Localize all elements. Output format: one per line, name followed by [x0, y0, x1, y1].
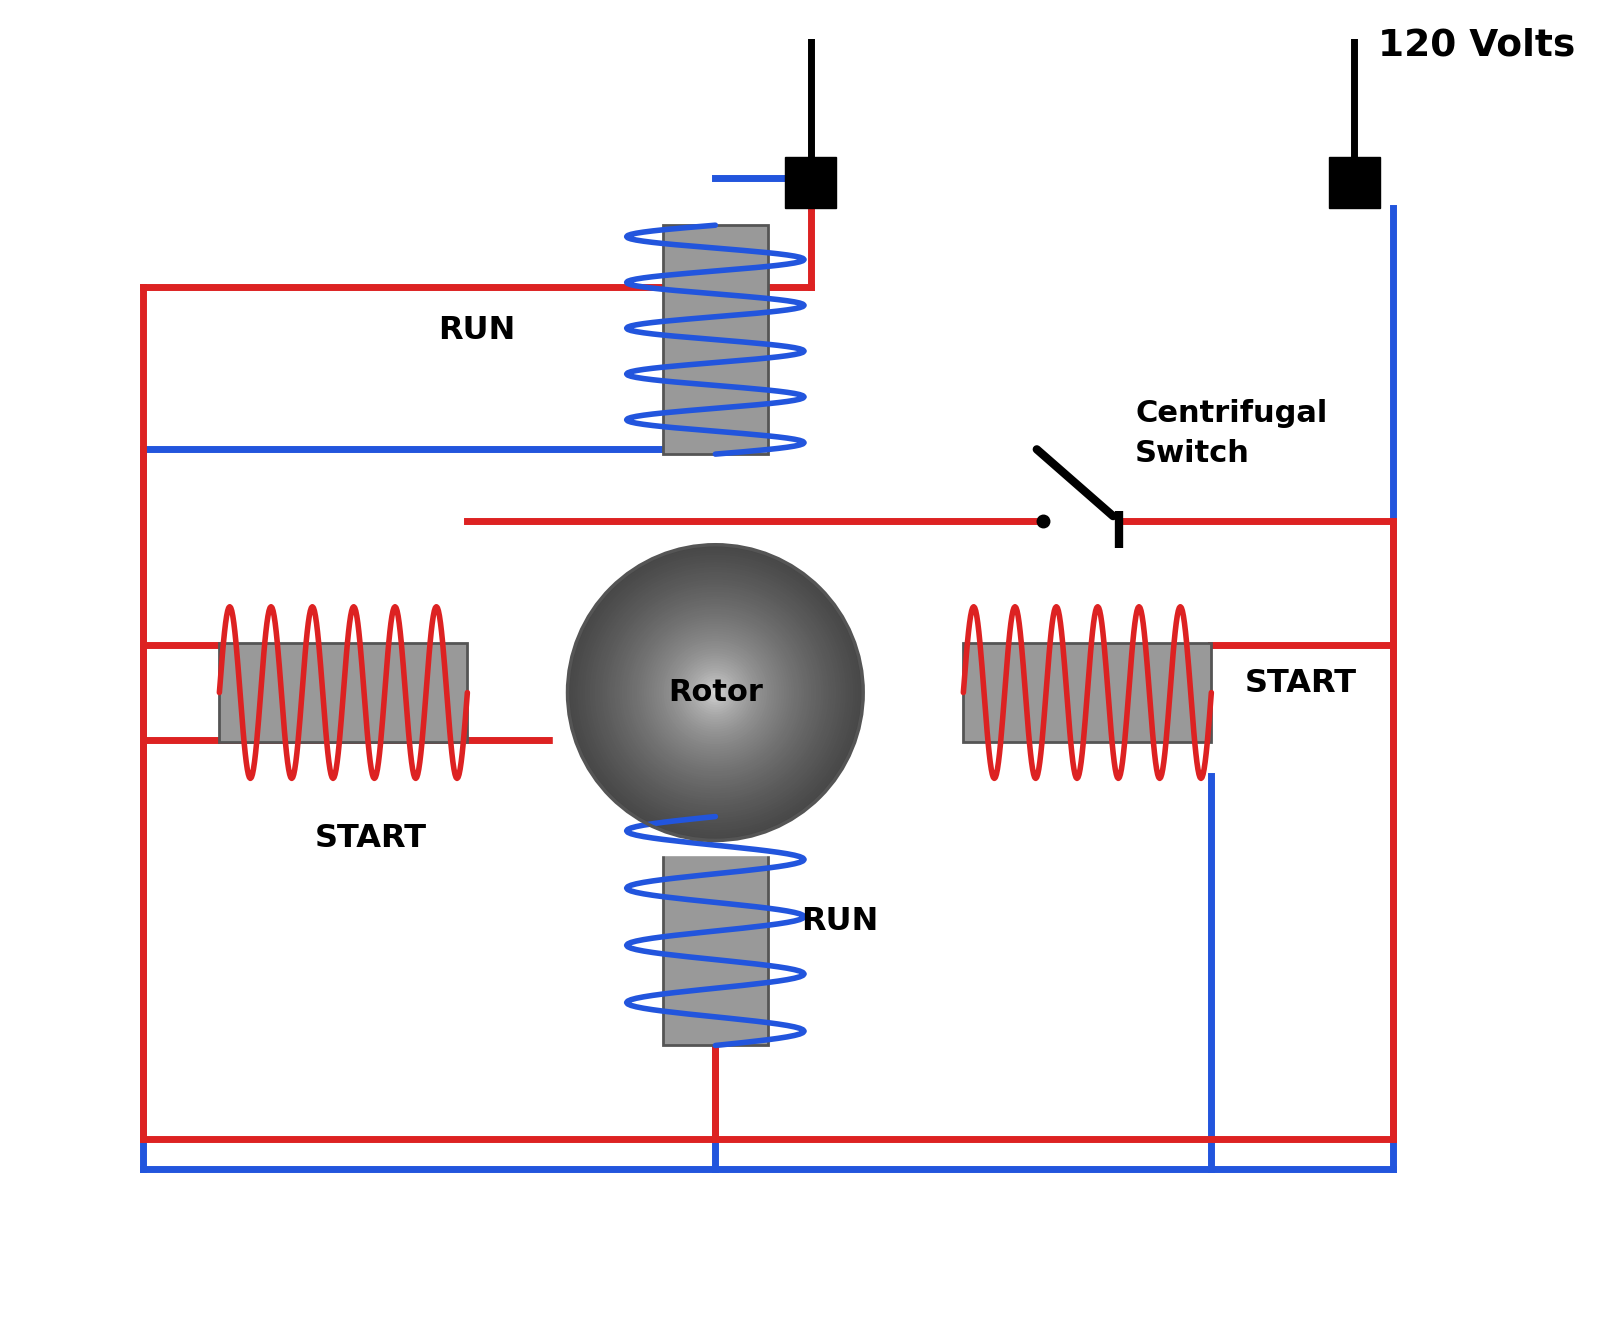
Circle shape	[691, 668, 739, 717]
Text: Rotor: Rotor	[667, 678, 763, 708]
Circle shape	[592, 569, 838, 816]
Circle shape	[624, 601, 806, 784]
Text: RUN: RUN	[438, 315, 515, 346]
Circle shape	[600, 577, 830, 809]
Circle shape	[659, 635, 773, 749]
Circle shape	[573, 550, 858, 836]
Circle shape	[616, 594, 814, 792]
Circle shape	[688, 665, 742, 720]
Circle shape	[602, 579, 829, 806]
Bar	[554, 530, 877, 854]
Bar	[1328, 156, 1381, 208]
Circle shape	[582, 559, 848, 825]
Circle shape	[619, 597, 811, 789]
Circle shape	[637, 614, 794, 772]
Circle shape	[683, 661, 747, 725]
Circle shape	[686, 663, 746, 722]
Circle shape	[666, 643, 765, 742]
Text: RUN: RUN	[802, 906, 878, 937]
Circle shape	[638, 617, 792, 769]
Circle shape	[590, 567, 842, 818]
Text: START: START	[315, 824, 427, 854]
Circle shape	[654, 631, 778, 754]
Circle shape	[651, 629, 779, 757]
Circle shape	[584, 562, 846, 824]
Bar	[662, 226, 768, 454]
Circle shape	[656, 633, 774, 752]
Circle shape	[678, 655, 752, 729]
Circle shape	[669, 646, 762, 740]
Circle shape	[611, 589, 819, 796]
Circle shape	[627, 603, 805, 781]
Circle shape	[661, 638, 770, 746]
Circle shape	[606, 585, 824, 801]
Circle shape	[664, 641, 766, 745]
Circle shape	[674, 650, 757, 734]
Circle shape	[579, 557, 851, 828]
Circle shape	[701, 678, 730, 708]
Circle shape	[706, 682, 725, 702]
Circle shape	[568, 545, 864, 841]
Circle shape	[702, 681, 728, 705]
Circle shape	[670, 649, 760, 737]
Circle shape	[642, 618, 789, 766]
Text: START: START	[1245, 668, 1357, 698]
Circle shape	[675, 653, 755, 732]
Bar	[786, 156, 837, 208]
Bar	[662, 817, 768, 1045]
Bar	[219, 643, 467, 742]
Circle shape	[634, 611, 797, 774]
Circle shape	[587, 565, 843, 821]
Circle shape	[632, 609, 798, 777]
Circle shape	[614, 591, 816, 793]
Circle shape	[650, 626, 782, 760]
Circle shape	[574, 553, 856, 833]
Circle shape	[707, 685, 723, 700]
Bar	[963, 643, 1211, 742]
Circle shape	[605, 582, 826, 804]
Circle shape	[710, 688, 720, 697]
Circle shape	[578, 554, 853, 830]
Circle shape	[570, 547, 861, 838]
Circle shape	[597, 574, 834, 810]
Circle shape	[696, 673, 734, 713]
Circle shape	[698, 676, 733, 710]
Circle shape	[646, 623, 784, 761]
Text: 120 Volts: 120 Volts	[1378, 27, 1576, 63]
Circle shape	[643, 621, 787, 764]
Circle shape	[682, 658, 750, 728]
Circle shape	[629, 606, 802, 778]
Circle shape	[693, 670, 738, 714]
Text: Centrifugal
Switch: Centrifugal Switch	[1134, 399, 1328, 469]
Circle shape	[714, 690, 718, 696]
Circle shape	[610, 586, 821, 798]
Circle shape	[595, 571, 837, 813]
Circle shape	[622, 599, 810, 786]
